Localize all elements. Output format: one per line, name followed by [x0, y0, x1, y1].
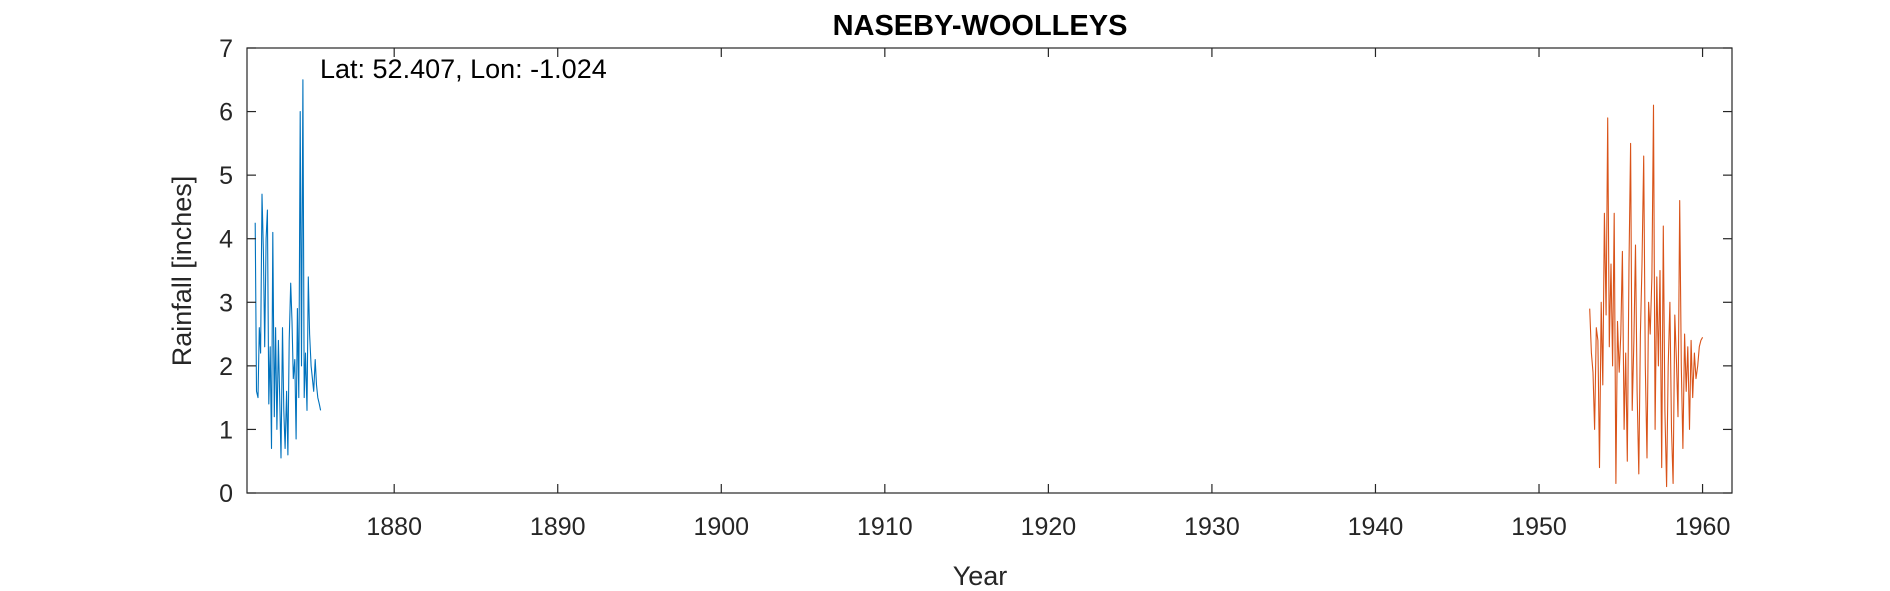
x-tick-label: 1960 — [1675, 513, 1731, 541]
y-axis-label: Rainfall [inches] — [167, 176, 197, 367]
x-tick-label: 1900 — [693, 513, 749, 541]
y-tick-label: 0 — [219, 480, 233, 508]
y-tick-label: 1 — [219, 416, 233, 444]
x-tick-label: 1940 — [1348, 513, 1404, 541]
chart-title: NASEBY-WOOLLEYS — [833, 10, 1128, 42]
ticks-layer: 1880 1890 1900 1910 1920 1930 1940 1950 1960 0 1 2 3… — [219, 35, 1732, 541]
y-tick-label: 7 — [219, 35, 233, 63]
x-tick-label: 1930 — [1184, 513, 1240, 541]
series-line-2 — [1589, 104, 1704, 488]
y-tick-label: 4 — [219, 226, 233, 254]
plot-area — [247, 48, 1732, 493]
plot-frame — [246, 47, 1733, 494]
x-tick-label: 1950 — [1511, 513, 1567, 541]
series-line-1 — [254, 79, 322, 459]
x-tick-label: 1890 — [530, 513, 586, 541]
y-tick-label: 2 — [219, 353, 233, 381]
location-annotation: Lat: 52.407, Lon: -1.024 — [320, 54, 607, 84]
y-tick-label: 3 — [219, 289, 233, 317]
y-tick-label: 6 — [219, 99, 233, 127]
series-layer — [254, 79, 1704, 488]
x-tick-label: 1910 — [857, 513, 913, 541]
x-axis-label: Year — [953, 561, 1008, 591]
x-tick-label: 1880 — [366, 513, 422, 541]
y-tick-label: 5 — [219, 162, 233, 190]
x-tick-label: 1920 — [1021, 513, 1077, 541]
